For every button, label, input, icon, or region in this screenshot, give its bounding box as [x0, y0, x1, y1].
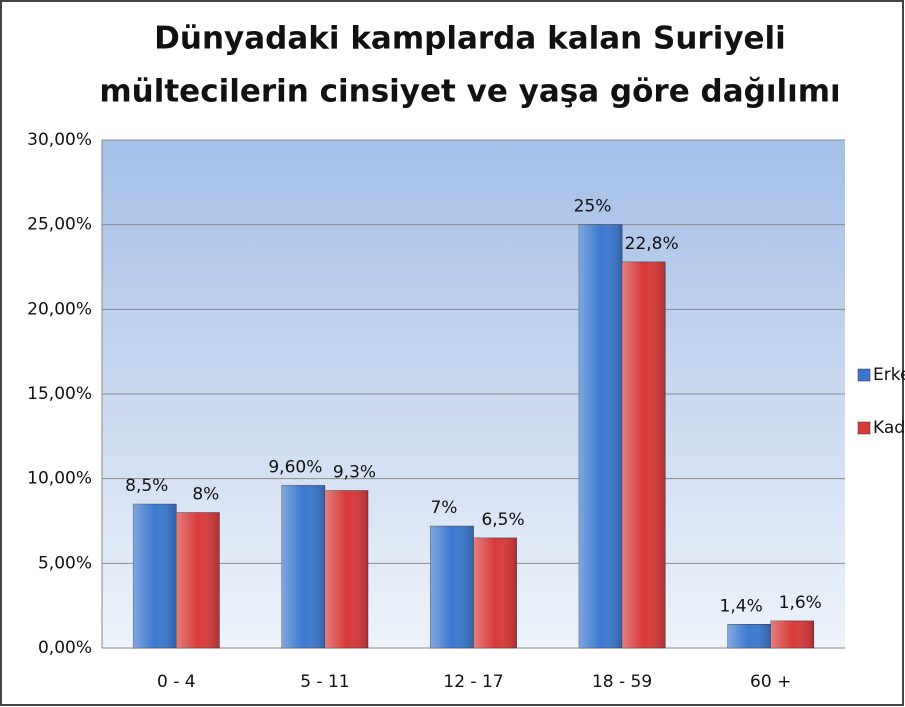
data-label: 7%	[430, 498, 457, 518]
legend-label: Kadın	[873, 418, 905, 438]
y-tick-label: 30,00%	[27, 130, 92, 150]
legend-label: Erkek	[873, 365, 905, 385]
bar	[324, 490, 369, 649]
bar	[176, 512, 220, 649]
y-tick-label: 0,00%	[38, 638, 92, 658]
data-label: 1,6%	[779, 593, 822, 613]
bar	[132, 503, 177, 649]
chart-title: mültecilerin cinsiyet ve yaşa göre dağıl…	[99, 74, 840, 110]
data-label: 9,60%	[268, 457, 322, 477]
data-label: 8%	[192, 485, 219, 505]
bar	[621, 261, 666, 649]
x-tick-label: 60 +	[750, 672, 791, 692]
y-tick-label: 25,00%	[27, 215, 92, 235]
x-tick-label: 18 - 59	[592, 672, 652, 692]
y-tick-label: 5,00%	[38, 553, 92, 573]
bar	[281, 485, 326, 649]
bar	[727, 624, 771, 649]
y-tick-label: 10,00%	[27, 469, 92, 489]
data-label: 9,3%	[333, 463, 376, 483]
bar	[473, 537, 517, 649]
x-tick-label: 0 - 4	[157, 672, 196, 692]
chart-title: Dünyadaki kamplarda kalan Suriyeli	[154, 21, 786, 57]
x-tick-label: 5 - 11	[300, 672, 349, 692]
bar	[430, 525, 474, 649]
x-tick-label: 12 - 17	[443, 672, 503, 692]
legend-swatch	[857, 421, 871, 435]
data-label: 22,8%	[625, 234, 679, 254]
data-label: 6,5%	[481, 510, 524, 530]
legend-swatch	[857, 368, 871, 382]
y-tick-label: 15,00%	[27, 384, 92, 404]
bar	[578, 224, 623, 649]
data-label: 8,5%	[125, 476, 168, 496]
data-label: 1,4%	[720, 596, 763, 616]
data-label: 25%	[574, 197, 612, 217]
bar	[770, 620, 815, 649]
y-tick-label: 20,00%	[27, 299, 92, 319]
